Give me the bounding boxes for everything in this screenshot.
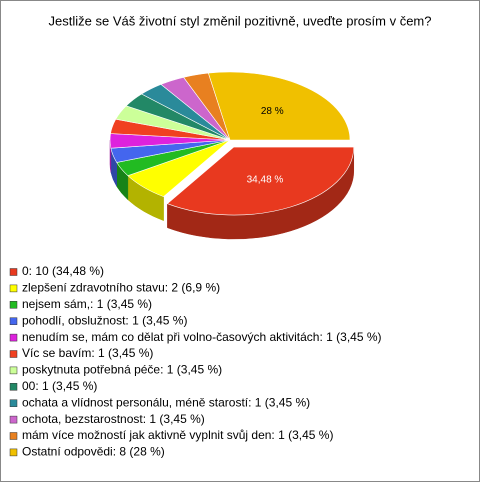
legend-label: 00: 1 (3,45 %) bbox=[22, 379, 97, 393]
legend-label: Víc se bavím: 1 (3,45 %) bbox=[22, 346, 153, 360]
legend-swatch bbox=[9, 432, 18, 440]
value-label: 34,48 % bbox=[247, 175, 284, 186]
chart-title: Jestliže se Váš životní styl změnil pozi… bbox=[49, 13, 432, 28]
legend-swatch bbox=[9, 317, 18, 325]
legend-swatch bbox=[9, 301, 18, 309]
legend-label: 0: 10 (34,48 %) bbox=[22, 264, 104, 278]
legend-label: mám více možností jak aktivně vyplnit sv… bbox=[22, 428, 333, 442]
legend-label: Ostatní odpovědi: 8 (28 %) bbox=[22, 445, 165, 459]
legend-label: poskytnuta potřebná péče: 1 (3,45 %) bbox=[22, 363, 222, 377]
slice bbox=[208, 71, 351, 141]
legend-label: nejsem sám,: 1 (3,45 %) bbox=[22, 297, 152, 311]
slice bbox=[166, 146, 355, 216]
legend-swatch bbox=[9, 366, 18, 375]
legend-label: ochata a vlídnost personálu, méně staros… bbox=[22, 395, 310, 409]
legend-label: pohodlí, obslužnost: 1 (3,45 %) bbox=[22, 313, 187, 327]
legend-swatch bbox=[9, 268, 18, 276]
legend-swatch bbox=[9, 399, 18, 407]
legend-swatch bbox=[9, 415, 18, 424]
legend-label: zlepšení zdravotního stavu: 2 (6,9 %) bbox=[22, 281, 220, 295]
legend-swatch bbox=[9, 333, 18, 342]
value-label: 28 % bbox=[261, 106, 284, 117]
legend-swatch bbox=[9, 350, 18, 358]
legend-label: nenudím se, mám co dělat při volno-časov… bbox=[22, 330, 382, 344]
legend-swatch bbox=[9, 448, 18, 457]
legend-swatch bbox=[9, 383, 18, 391]
legend-swatch bbox=[9, 284, 18, 293]
legend-label: ochota, bezstarostnost: 1 (3,45 %) bbox=[22, 412, 205, 426]
